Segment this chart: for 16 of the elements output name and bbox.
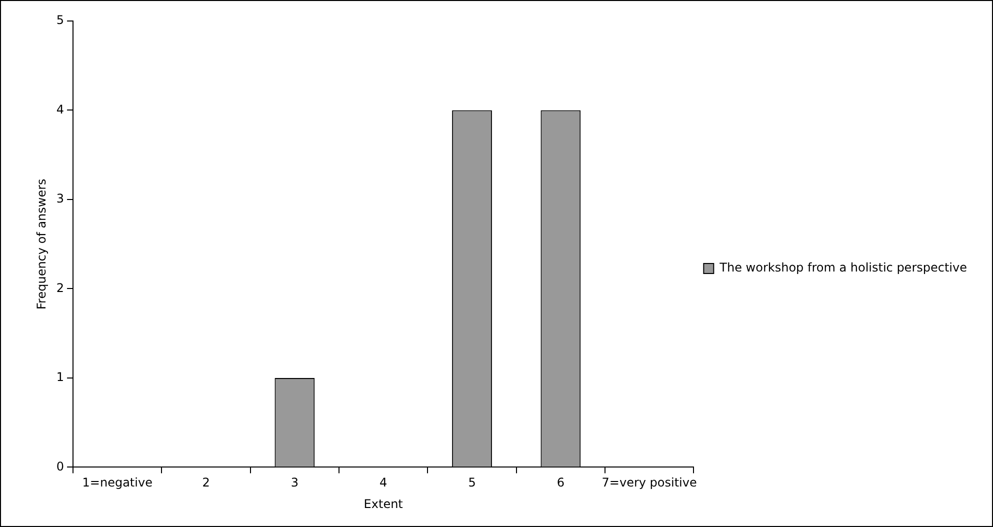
x-axis-title: Extent bbox=[364, 496, 404, 511]
x-tick-label: 7=very positive bbox=[602, 476, 697, 490]
x-tick-label: 3 bbox=[290, 476, 299, 490]
legend-label: The workshop from a holistic perspective bbox=[718, 260, 968, 275]
x-tick-label: 4 bbox=[380, 476, 388, 490]
y-tick-label: 3 bbox=[56, 192, 64, 206]
x-tick-label: 5 bbox=[468, 476, 476, 490]
y-tick-label: 4 bbox=[56, 102, 64, 116]
y-tick-label: 0 bbox=[56, 459, 64, 474]
y-tick-label: 2 bbox=[56, 280, 64, 295]
x-tick-label: 2 bbox=[202, 476, 210, 490]
y-tick-label: 5 bbox=[56, 13, 64, 28]
x-tick-label: 1=negative bbox=[82, 476, 152, 490]
y-tick-label: 1 bbox=[56, 370, 64, 384]
y-axis-title: Frequency of answers bbox=[34, 178, 48, 310]
x-tick-label: 6 bbox=[556, 476, 564, 490]
